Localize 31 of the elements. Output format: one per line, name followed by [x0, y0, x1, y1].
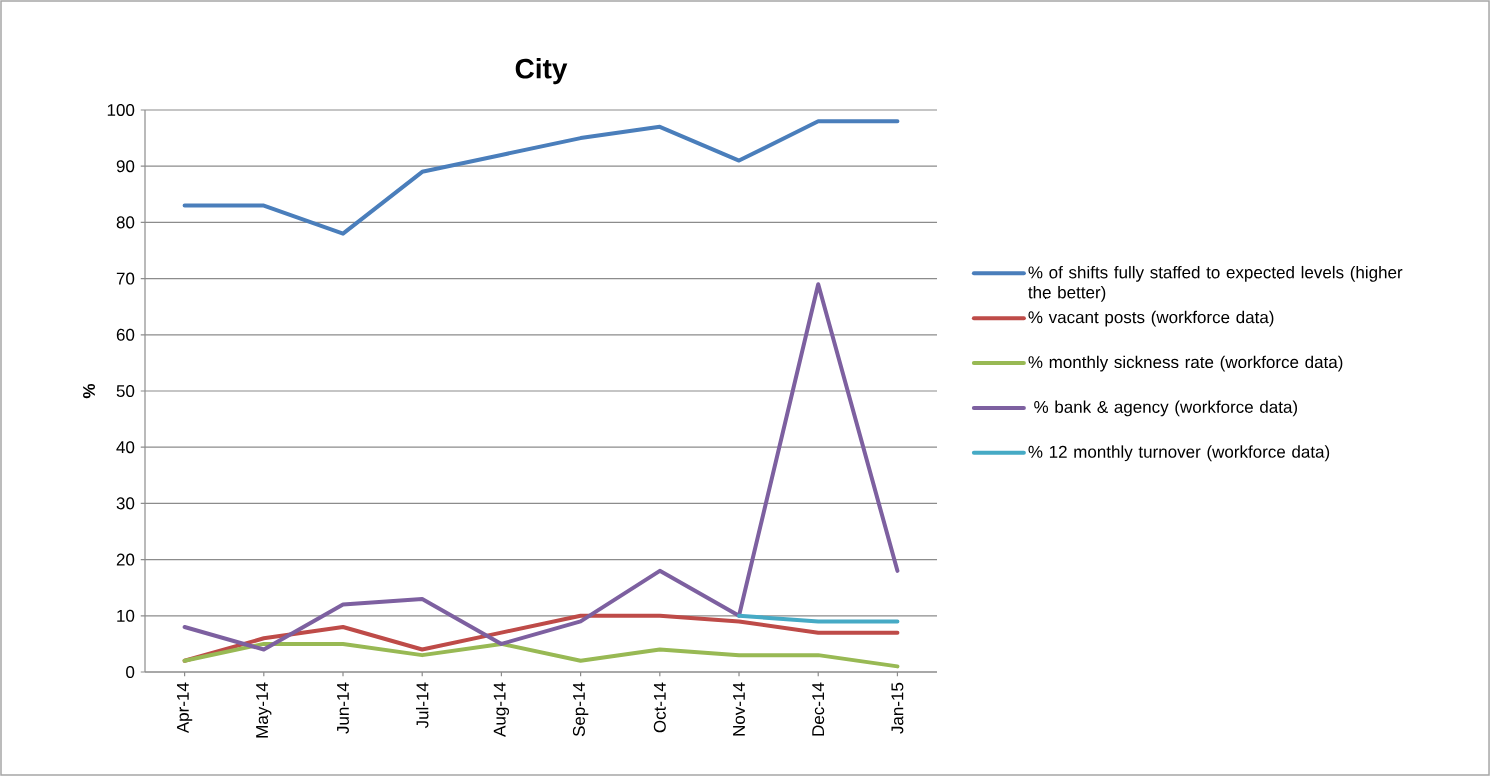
- y-tick-label: 0: [126, 665, 135, 679]
- y-tick-label: 10: [117, 609, 135, 622]
- x-tick-label: Sep-14: [572, 682, 589, 737]
- y-tick-label: 60: [116, 328, 135, 341]
- y-tick-label: 80: [116, 216, 135, 229]
- x-tick-label: Jul-14: [415, 682, 429, 729]
- x-tick-label: Nov-14: [733, 682, 745, 736]
- line-series: [182, 641, 900, 669]
- x-tick-label: May-14: [256, 682, 272, 738]
- x-tick-label: Jan-15: [891, 682, 904, 734]
- x-tick-label: Aug-14: [493, 682, 510, 737]
- legend-label: % vacant posts (workforce data): [1028, 310, 1274, 327]
- x-tick-label: Dec-14: [812, 682, 825, 736]
- x-tick-label: Apr-14: [176, 682, 193, 734]
- legend-label: % bank & agency (workforce data): [1034, 400, 1298, 417]
- y-tick-label: 40: [116, 441, 135, 454]
- legend-label: % monthly sickness rate (workforce data): [1028, 355, 1343, 372]
- chart-title: City: [515, 58, 568, 85]
- y-tick-label: 30: [116, 497, 135, 510]
- line-series: [182, 282, 900, 652]
- legend-label: % 12 monthly turnover (workforce data): [1028, 445, 1330, 462]
- y-tick-label: 50: [116, 384, 135, 398]
- y-tick-label: 20: [116, 553, 135, 566]
- y-axis-title: %: [83, 383, 95, 399]
- legend-label: % of shifts fully staffed to expected levels (higher the better): [1028, 265, 1403, 302]
- y-tick-label: 100: [107, 103, 135, 117]
- y-tick-label: 90: [116, 160, 135, 173]
- x-tick-label: Jun-14: [337, 682, 349, 734]
- y-tick-label: 70: [116, 272, 135, 285]
- line-series: [182, 119, 900, 236]
- x-tick-label: Oct-14: [653, 682, 666, 733]
